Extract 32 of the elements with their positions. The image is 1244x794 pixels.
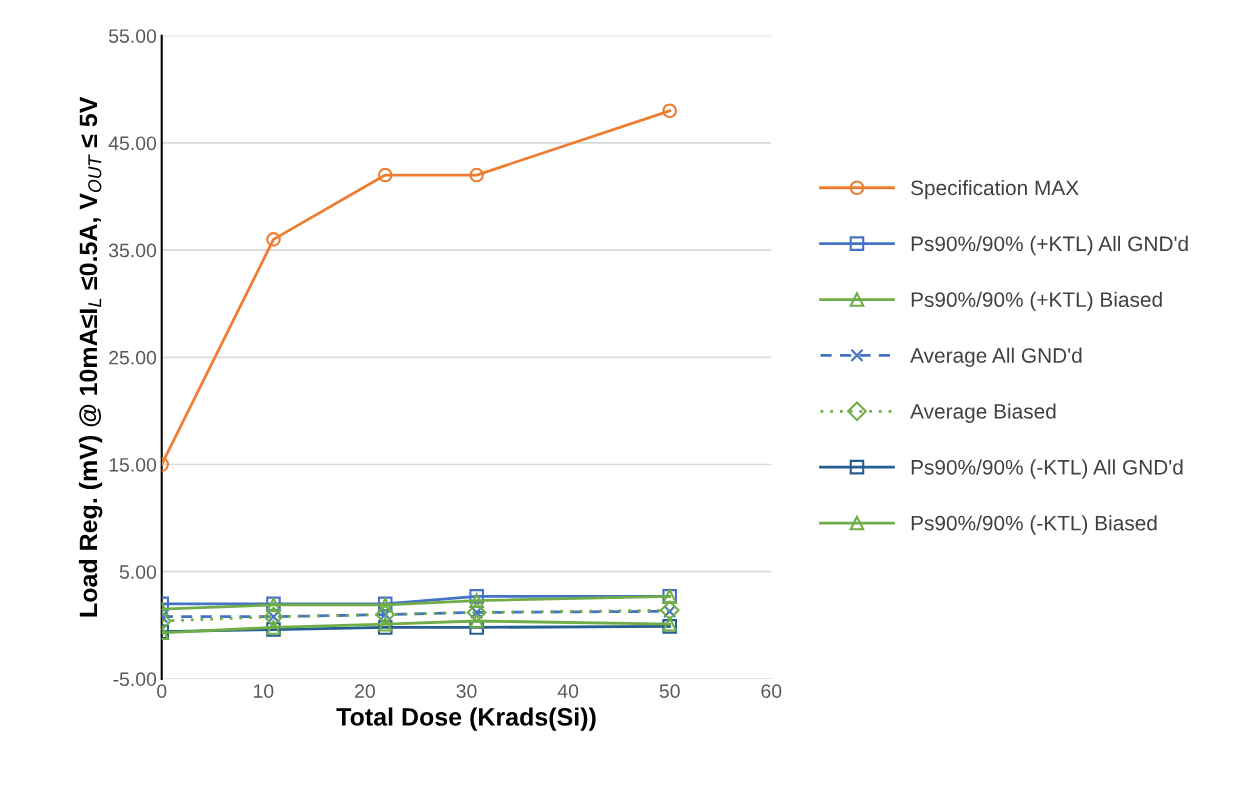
legend-label: Average Biased xyxy=(910,403,1056,423)
point xyxy=(469,589,484,604)
y-tick-label: 15.00 xyxy=(109,457,157,472)
x-tick-label: 60 xyxy=(761,684,782,699)
point xyxy=(469,593,484,608)
x-axis-title: Total Dose (Krads(Si)) xyxy=(336,707,596,731)
y-axis-title: Load Reg. (mV) @ 10mA≤I$_{L}$ ≤0.5A, V$_{OUT}$ ≤ 5V xyxy=(78,96,103,617)
point xyxy=(377,167,393,183)
point xyxy=(469,167,484,183)
x-tick-label: 50 xyxy=(659,684,680,699)
legend-label: Ps90%/90% (-KTL) All GND'd xyxy=(911,459,1183,479)
y-tick-label: 25.00 xyxy=(109,350,157,365)
point xyxy=(662,103,677,119)
legend-label: Ps90%/90% (+KTL) All GND'd xyxy=(911,235,1188,256)
y-tick-label: 45.00 xyxy=(108,136,157,151)
point xyxy=(377,620,393,635)
point xyxy=(377,616,393,632)
legend-label: Average All GND'd xyxy=(910,347,1082,368)
y-tick-label: 35.00 xyxy=(108,243,157,258)
x-tick-label: 10 xyxy=(253,684,274,699)
point xyxy=(469,613,484,629)
x-tick-label: 0 xyxy=(157,684,167,699)
legend-label: Ps90%/90% (+KTL) Biased xyxy=(911,291,1162,312)
legend-label: Specification MAX xyxy=(911,179,1079,200)
point xyxy=(266,232,281,247)
x-tick-label: 40 xyxy=(557,684,579,699)
x-tick-label: 30 xyxy=(456,684,477,699)
y-tick-label: 5.00 xyxy=(119,565,157,579)
y-tick-label: 55.00 xyxy=(108,29,157,43)
legend-label: Ps90%/90% (-KTL) Biased xyxy=(911,515,1157,535)
x-tick-label: 20 xyxy=(355,684,375,699)
y-tick-label: -5.00 xyxy=(113,672,157,687)
